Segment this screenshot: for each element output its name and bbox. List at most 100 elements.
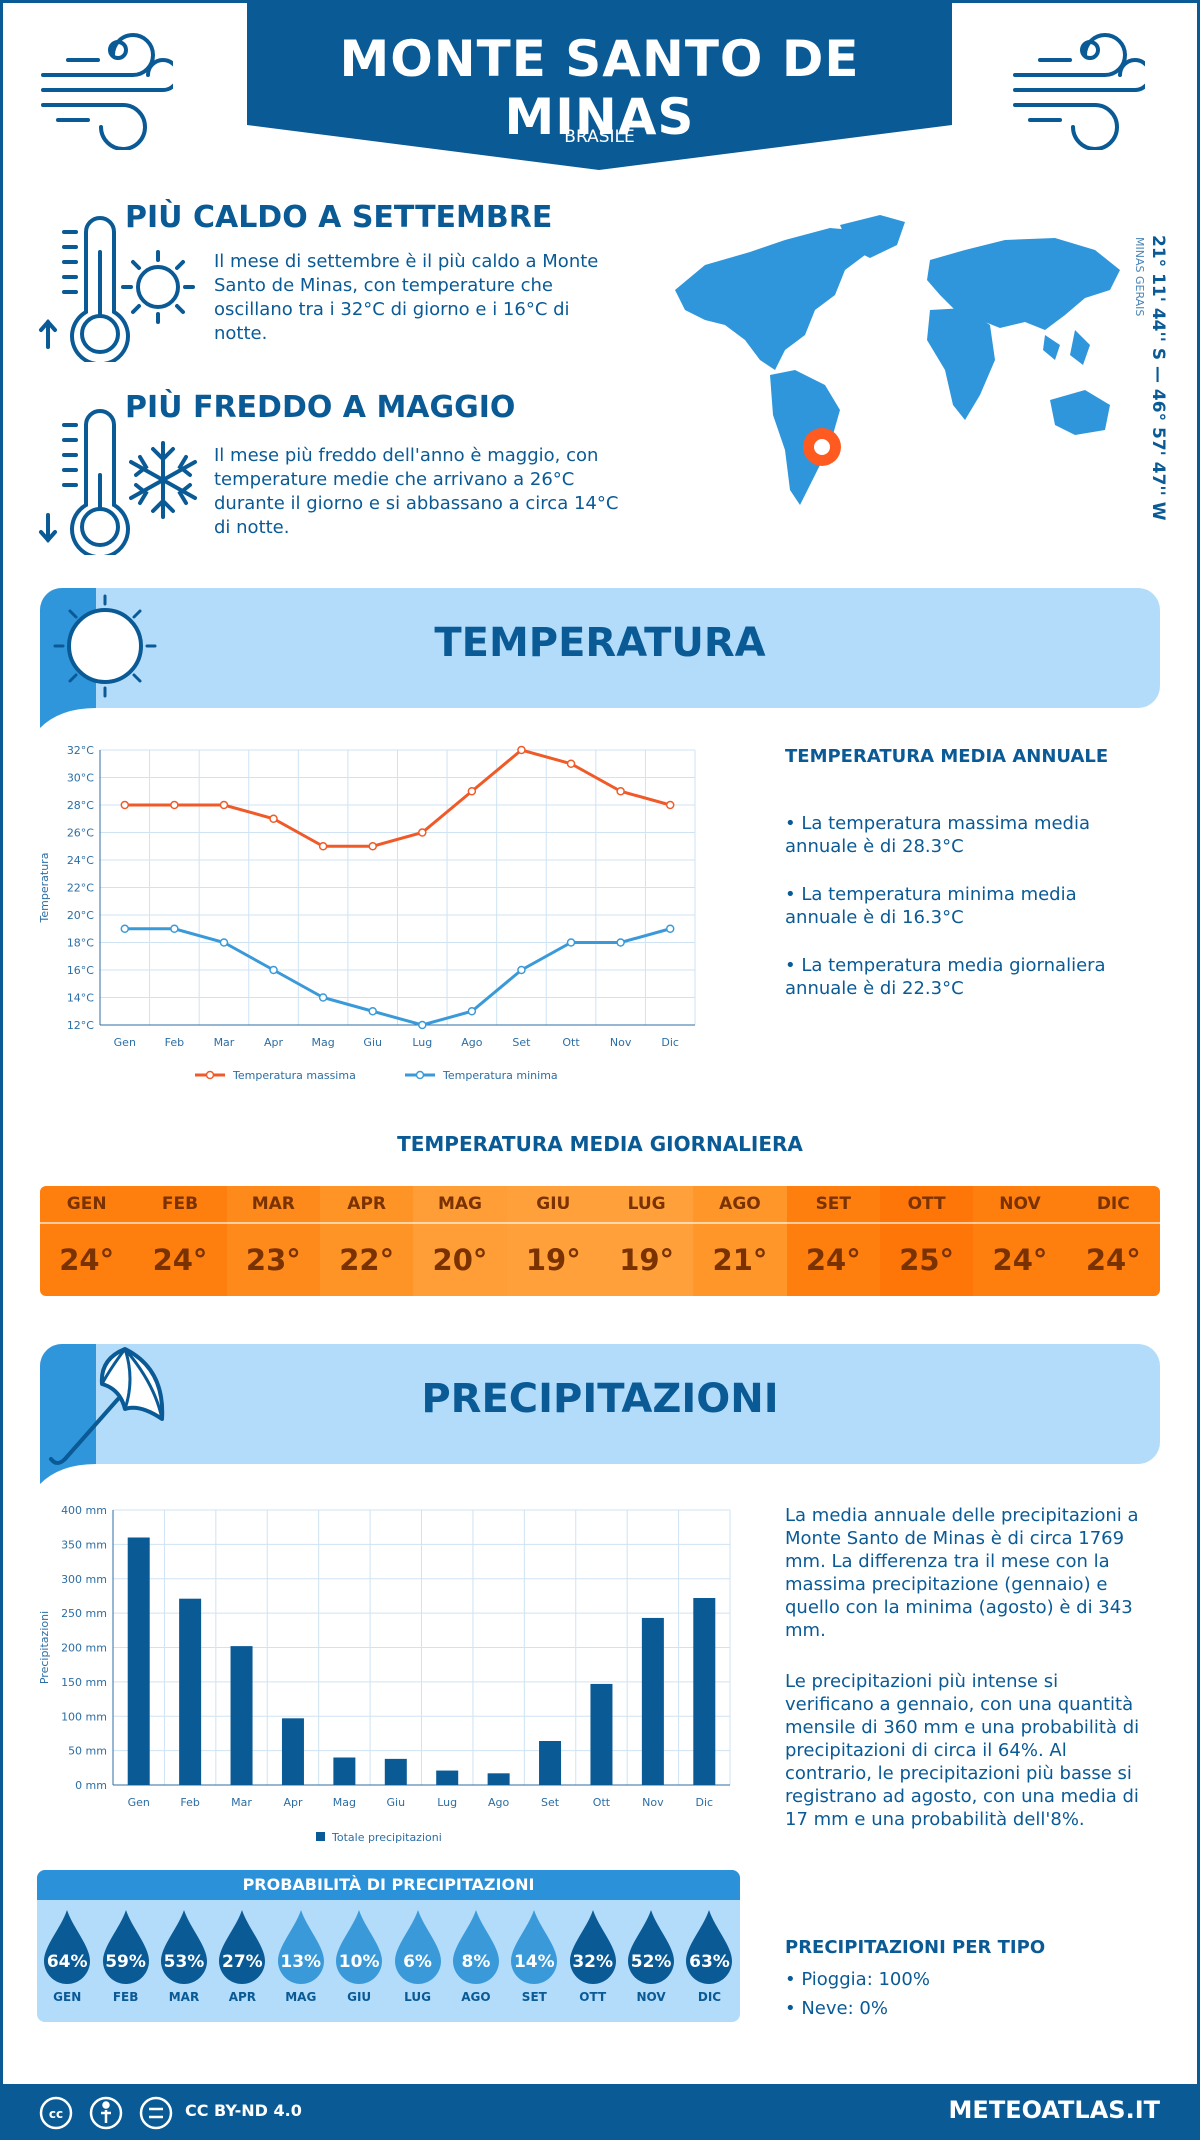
y-tick-label: 100 mm: [61, 1710, 107, 1723]
probability-month: OTT: [579, 1990, 607, 2004]
data-point: [120, 924, 130, 933]
hottest-title: PIÙ CALDO A SETTEMBRE: [125, 200, 553, 235]
y-tick-label: 250 mm: [61, 1607, 107, 1620]
snow-share: • Neve: 0%: [785, 1998, 888, 2019]
country-label: BRASILE: [564, 127, 635, 147]
legend-swatch: [316, 1832, 325, 1841]
y-tick-label: 0 mm: [75, 1779, 107, 1792]
world-map: [675, 215, 1120, 505]
data-point: [219, 938, 229, 947]
probability-value: 53%: [163, 1952, 205, 1972]
daily-value: 24°: [1085, 1243, 1141, 1277]
daily-cell: GIU 19°: [506, 1186, 600, 1296]
raindrop-icon: 53%: [159, 1908, 209, 1986]
raindrop-icon: 59%: [101, 1908, 151, 1986]
probability-month: GEN: [53, 1990, 82, 2004]
daily-cell: MAG 20°: [413, 1186, 507, 1296]
probability-item: 32% OTT: [564, 1908, 622, 2004]
page-title: MONTE SANTO DE MINAS: [339, 30, 860, 146]
probability-value: 52%: [630, 1952, 672, 1972]
daily-cell: AGO 21°: [693, 1186, 787, 1296]
data-point: [170, 800, 179, 810]
x-tick-label: Feb: [180, 1796, 199, 1809]
precipitation-section-title: PRECIPITAZIONI: [421, 1376, 779, 1422]
probability-item: 52% NOV: [622, 1908, 680, 2004]
legend-label: Totale precipitazioni: [331, 1831, 442, 1844]
x-tick-label: Mag: [333, 1796, 356, 1809]
probability-value: 13%: [280, 1952, 322, 1972]
coldest-title: PIÙ FREDDO A MAGGIO: [125, 390, 516, 425]
sun-icon: [40, 588, 157, 728]
daily-cell: DIC 24°: [1066, 1186, 1160, 1296]
x-tick-label: Giu: [387, 1796, 406, 1809]
brand-link[interactable]: METEOATLAS.IT: [948, 2096, 1160, 2124]
x-tick-label: Gen: [114, 1036, 136, 1049]
raindrop-icon: 32%: [568, 1908, 618, 1986]
bar: [127, 1537, 150, 1785]
coldest-text: Il mese più freddo dell'anno è maggio, c…: [214, 445, 619, 538]
x-tick-label: Set: [512, 1036, 531, 1049]
daily-value: 24°: [152, 1243, 208, 1277]
daily-value: 19°: [525, 1243, 581, 1277]
probability-title: PROBABILITÀ DI PRECIPITAZIONI: [37, 1870, 740, 1900]
legend-marker: [415, 1070, 425, 1080]
data-point: [517, 745, 526, 755]
probability-item: 14% SET: [505, 1908, 563, 2004]
raindrop-icon: 52%: [626, 1908, 676, 1986]
data-point: [269, 814, 278, 823]
x-tick-label: Dic: [696, 1796, 714, 1809]
probability-value: 10%: [338, 1952, 380, 1972]
probability-month: MAR: [168, 1990, 200, 2004]
probability-value: 8%: [461, 1952, 491, 1972]
probability-item: 8% AGO: [447, 1908, 505, 2004]
data-point: [170, 924, 179, 933]
wind-icon-left: [41, 33, 173, 150]
x-tick-label: Gen: [128, 1796, 150, 1809]
probability-value: 63%: [689, 1952, 730, 1972]
series-line: [124, 748, 671, 848]
x-tick-label: Dic: [661, 1036, 679, 1049]
y-tick-label: 14°C: [67, 992, 94, 1005]
x-tick-label: Set: [541, 1796, 560, 1809]
data-point: [318, 842, 328, 851]
data-point: [318, 993, 328, 1002]
bar: [436, 1770, 459, 1785]
daily-temperature-title: TEMPERATURA MEDIA GIORNALIERA: [397, 1132, 803, 1156]
raindrop-icon: 27%: [217, 1908, 267, 1986]
x-tick-label: Mar: [214, 1036, 235, 1049]
license-text[interactable]: CC BY-ND 4.0: [185, 2101, 302, 2120]
license-icons[interactable]: cc: [38, 2095, 174, 2131]
daily-cell: NOV 24°: [973, 1186, 1067, 1296]
svg-text:cc: cc: [49, 2107, 63, 2121]
daily-value: 24°: [805, 1243, 861, 1277]
header-banner: [247, 0, 952, 170]
data-point: [120, 800, 130, 810]
probability-item: 63% DIC: [680, 1908, 738, 2004]
precipitation-type-title: PRECIPITAZIONI PER TIPO: [785, 1937, 1046, 1958]
annual-min-text: • La temperatura minima media annuale è …: [785, 884, 1077, 928]
precipitation-bar-chart: 0 mm 50 mm 100 mm 150 mm 200 mm 250 mm 300 mm 3…: [38, 1504, 731, 1844]
probability-value: 64%: [46, 1952, 88, 1972]
series-line: [124, 927, 671, 1027]
bar: [281, 1718, 304, 1785]
daily-value: 25°: [899, 1243, 955, 1277]
daily-cell: GEN 24°: [40, 1186, 134, 1296]
probability-month: GIU: [347, 1990, 372, 2004]
data-point: [219, 800, 229, 810]
precipitation-detail-text: Le precipitazioni più intense si verific…: [785, 1671, 1140, 1830]
region-label: MINAS GERAIS: [1133, 237, 1146, 317]
coordinates: 21° 11' 44'' S — 46° 57' 47'' W: [1148, 235, 1168, 521]
probability-month: SET: [521, 1990, 547, 2004]
y-tick-label: 24°C: [67, 854, 94, 867]
footer: [0, 2084, 1200, 2140]
bar: [333, 1757, 356, 1785]
daily-temperature-table: GEN 24° FEB 24° MAR 23° APR 22° MAG 20° GIU 19° LUG 1…: [40, 1186, 1160, 1296]
probability-row: 64% GEN 59% FEB 53% MAR 27% APR 13% MAG 10% GIU 6% LU…: [37, 1908, 740, 2004]
precipitation-probability-box: PROBABILITÀ DI PRECIPITAZIONI 64% GEN 59% F…: [37, 1870, 740, 2022]
x-tick-label: Lug: [412, 1036, 432, 1049]
daily-value: 19°: [619, 1243, 675, 1277]
x-tick-label: Lug: [437, 1796, 457, 1809]
raindrop-icon: 14%: [509, 1908, 559, 1986]
bar: [487, 1773, 510, 1785]
x-tick-label: Ago: [461, 1036, 483, 1049]
